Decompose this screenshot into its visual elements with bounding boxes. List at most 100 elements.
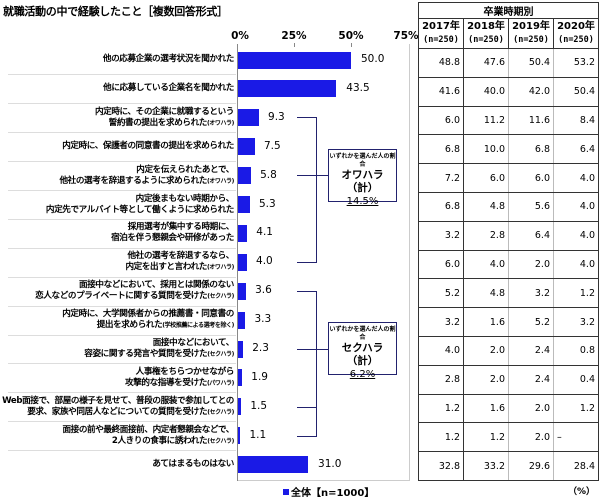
table-row: 4.0 2.0 2.4 0.8 xyxy=(418,335,599,366)
table-cell: 0.4 xyxy=(553,364,599,395)
category-label: Web面接で、部屋の様子を見せて、普段の服装で参加してとの 要求、家族や同居人など… xyxy=(2,396,234,418)
bar-value-label: 4.0 xyxy=(256,255,273,268)
summary-caption: いずれかを選んだ人の割合 xyxy=(329,153,396,168)
category-label-line1: 他の応募企業の選考状況を聞かれた xyxy=(102,54,235,64)
axis-tick-25: 25% xyxy=(281,30,307,42)
row-separator xyxy=(8,132,236,134)
table-cell: 2.0 xyxy=(508,393,554,424)
category-label-line1: 内定時に、保護者の同意書の提出を求められた xyxy=(62,140,234,151)
category-label: 面接中などにおいて、 容姿に関する発言や質問を受けた(セクハラ) xyxy=(84,338,234,360)
row-separator xyxy=(8,161,236,163)
bar-value-label: 43.5 xyxy=(346,81,370,94)
category-label-line1: Web面接で、部屋の様子を見せて、普段の服装で参加してとの xyxy=(2,395,234,406)
table-cell: 4.0 xyxy=(463,249,509,280)
category-label-line2: 他社の選考を辞退するように求められた(オワハラ) xyxy=(59,175,234,186)
table-cell: 4.0 xyxy=(553,191,599,222)
table-cell: 41.6 xyxy=(418,76,464,107)
table-cell: 5.6 xyxy=(508,191,554,222)
table-cell: 1.2 xyxy=(463,422,509,453)
table-cell: 6.0 xyxy=(508,163,554,193)
category-label-line1: 内定を伝えられたあとで、 xyxy=(136,164,234,175)
category-label-line1: あてはまるものはない xyxy=(152,458,234,469)
table-cell: 3.2 xyxy=(418,307,464,337)
table-cell: 4.8 xyxy=(463,191,509,222)
bracket-sekuhara-tick-2 xyxy=(297,349,328,350)
category-label-line2: 内定先でアルバイト等として働くように求められた xyxy=(45,204,235,215)
category-label-line1: 内定時に、その企業に就職するという xyxy=(94,106,234,117)
row-separator xyxy=(8,218,236,220)
category-label: 他に応募している企業名を聞かれた xyxy=(103,83,234,94)
category-label: 人事権をちらつかせながら 攻撃的な指導を受けた(パワハラ) xyxy=(125,367,234,389)
table-cell: 6.8 xyxy=(418,191,464,222)
table-cell: 53.2 xyxy=(553,48,599,78)
table-row: 3.2 1.6 5.2 3.2 xyxy=(418,307,599,337)
column-header-2020: 2020年 (n=250) xyxy=(553,18,599,49)
column-header-2018: 2018年 (n=250) xyxy=(463,18,509,49)
bar-value-label: 3.3 xyxy=(254,313,272,326)
bar-value-label: 1.5 xyxy=(250,399,268,412)
category-label-line2: 恋人などのプライベートに関する質問を受けた(セクハラ) xyxy=(35,291,234,302)
table-cell: 8.4 xyxy=(553,105,599,136)
bar xyxy=(238,51,351,69)
table-cell: 3.2 xyxy=(508,278,554,309)
category-label: 内定を伝えられたあとで、 他社の選考を辞退するように求められた(オワハラ) xyxy=(59,165,234,187)
category-label: 他社の選考を辞退するなら、 内定を出すと言われた(オワハラ) xyxy=(125,251,234,273)
table-cell: 2.4 xyxy=(508,335,554,366)
category-label-line2: 容姿に関する発言や質問を受けた(セクハラ) xyxy=(84,349,234,359)
bracket-owahara-vertical xyxy=(316,117,317,263)
bar-value-label: 1.9 xyxy=(251,370,268,383)
bracket-sekuhara-tick-1 xyxy=(297,291,317,292)
table-cell: 6.4 xyxy=(508,220,554,251)
table-cell: 29.6 xyxy=(508,451,554,481)
table-group-header: 卒業時期別 xyxy=(418,2,599,19)
bar-value-label: 7.5 xyxy=(263,139,281,152)
category-label: 内定時に、保護者の同意書の提出を求められた xyxy=(62,141,234,152)
table-cell: 4.0 xyxy=(553,220,599,251)
summary-box-sekuhara: いずれかを選んだ人の割合 セクハラ（計） 6.2% xyxy=(328,322,397,380)
table-row: 5.2 4.8 3.2 1.2 xyxy=(418,278,599,309)
category-note: (オワハラ) xyxy=(206,264,234,272)
category-note: (セクハラ) xyxy=(207,293,234,301)
table-cell: 1.2 xyxy=(553,278,599,309)
category-label: 面接の前や最終面接前、内定者懇親会などで、 2人きりの食事に誘われた(セクハラ) xyxy=(62,425,234,447)
bar xyxy=(238,196,250,213)
table-cell: 4.0 xyxy=(418,335,464,366)
bar-value-label: 3.6 xyxy=(255,284,272,297)
row-separator xyxy=(8,103,236,105)
table-cell: 2.0 xyxy=(508,422,554,453)
table-body: 48.8 47.6 50.4 53.2 41.6 40.0 42.0 50.4 6.0 11.2 1… xyxy=(418,48,599,481)
table-cell: 3.2 xyxy=(553,307,599,337)
table-cell: 5.2 xyxy=(418,278,464,309)
table-cell: 33.2 xyxy=(463,451,509,481)
bar-value-label: 2.3 xyxy=(252,342,269,354)
bar xyxy=(238,253,248,271)
row-separator xyxy=(8,421,236,423)
category-label: 内定後まもない時期から、 内定先でアルバイト等として働くように求められた xyxy=(45,194,235,216)
category-note: (セクハラ) xyxy=(207,351,234,358)
table-row: 6.0 4.0 2.0 4.0 xyxy=(418,249,599,280)
table-cell: 1.2 xyxy=(553,393,599,424)
bracket-owahara-tick-2 xyxy=(297,175,328,176)
bar xyxy=(238,456,309,474)
table-cell: 1.2 xyxy=(418,422,464,453)
category-label: 採用選考が集中する時期に、 宿泊を伴う懇親会や研修があった xyxy=(111,222,234,244)
table-cell: 3.2 xyxy=(418,220,464,251)
table-cell: 2.4 xyxy=(508,364,554,395)
bar xyxy=(238,340,244,358)
plot-area xyxy=(237,44,410,481)
chart-title: 就職活動の中で経験したこと［複数回答形式］ xyxy=(3,5,228,18)
table-row: 7.2 6.0 6.0 4.0 xyxy=(418,163,599,193)
legend: 全体【n=1000】 xyxy=(283,484,374,499)
gridline-50 xyxy=(351,43,352,47)
table-cell: 6.8 xyxy=(508,134,554,165)
summary-name: オワハラ（計） xyxy=(341,169,384,194)
bracket-sekuhara-vertical xyxy=(316,291,317,437)
bar xyxy=(238,311,246,329)
category-note: (セクハラ) xyxy=(207,437,234,445)
table-cell: 11.6 xyxy=(508,105,554,136)
row-separator xyxy=(8,450,236,452)
table-row: 1.2 1.2 2.0– xyxy=(418,422,599,453)
summary-caption: いずれかを選んだ人の割合 xyxy=(329,326,396,341)
category-label-line2: 2人きりの食事に誘われた(セクハラ) xyxy=(111,435,234,446)
table-cell: 50.4 xyxy=(508,48,554,78)
